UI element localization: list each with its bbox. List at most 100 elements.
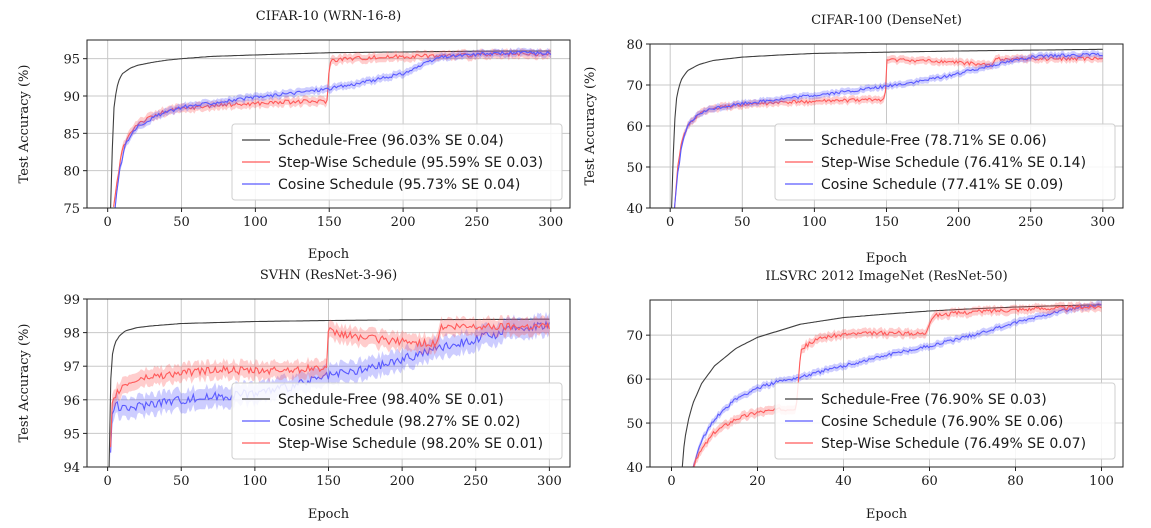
plot-area [108, 311, 550, 467]
axes-frame [649, 299, 1124, 468]
plot-area [110, 47, 552, 208]
x-tick-label: 0 [666, 215, 674, 230]
y-tick-label: 80 [626, 38, 643, 53]
legend-label: Schedule-Free (76.90% SE 0.03) [821, 392, 1047, 408]
y-axis-label: Test Accuracy (%) [17, 65, 32, 184]
x-tick-label: 200 [946, 215, 971, 230]
series-line-1 [108, 318, 550, 467]
x-axis-label: Epoch [866, 251, 908, 266]
y-tick-label: 95 [63, 427, 80, 442]
y-tick-label: 50 [626, 161, 643, 176]
x-tick-label: 250 [463, 474, 488, 489]
x-tick-label: 150 [874, 215, 899, 230]
y-axis-label: Test Accuracy (%) [17, 324, 32, 443]
legend-box [231, 123, 563, 201]
chart-title: CIFAR-10 (WRN-16-8) [256, 9, 401, 24]
series-line-2 [692, 303, 1102, 467]
series-line-3 [114, 50, 552, 208]
series-line-1 [671, 48, 1103, 208]
legend-label: Step-Wise Schedule (98.20% SE 0.01) [278, 436, 543, 452]
x-tick-label: 200 [391, 215, 416, 230]
chart-title: CIFAR-100 (DenseNet) [811, 13, 962, 28]
x-tick-label: 100 [1089, 474, 1114, 489]
legend-box [774, 123, 1116, 201]
x-tick-label: 40 [835, 474, 852, 489]
x-tick-label: 100 [242, 474, 267, 489]
y-tick-label: 60 [626, 373, 643, 388]
series-band-3 [693, 300, 1102, 467]
series-line-2 [113, 51, 552, 207]
axes-frame [86, 39, 571, 209]
x-tick-label: 50 [173, 474, 190, 489]
y-tick-label: 70 [626, 329, 643, 344]
legend-label: Cosine Schedule (76.90% SE 0.06) [821, 414, 1063, 430]
legend-label: Schedule-Free (96.03% SE 0.04) [278, 133, 504, 149]
x-axis-label: Epoch [308, 507, 350, 522]
chart-2: 0 50 100 150 200 250 300 40 50 60 70 80 CIFAR-100 (D… [583, 13, 1124, 266]
x-tick-label: 0 [104, 215, 112, 230]
y-tick-label: 90 [63, 90, 80, 105]
x-tick-label: 60 [921, 474, 938, 489]
series-line-2 [674, 56, 1103, 208]
legend-label: Step-Wise Schedule (95.59% SE 0.03) [278, 155, 543, 171]
x-tick-label: 50 [173, 215, 190, 230]
x-tick-label: 80 [1007, 474, 1024, 489]
chart-title: ILSVRC 2012 ImageNet (ResNet-50) [765, 269, 1007, 284]
series-line-3 [692, 304, 1102, 467]
y-tick-label: 94 [63, 461, 80, 476]
legend-label: Step-Wise Schedule (76.41% SE 0.14) [821, 155, 1086, 171]
y-tick-label: 40 [626, 461, 643, 476]
y-tick-label: 99 [63, 293, 80, 308]
x-tick-label: 20 [749, 474, 766, 489]
x-tick-label: 150 [316, 474, 341, 489]
legend-label: Cosine Schedule (77.41% SE 0.09) [821, 177, 1063, 193]
legend-box [231, 382, 563, 460]
y-tick-label: 60 [626, 120, 643, 135]
legend-label: Schedule-Free (98.40% SE 0.01) [278, 392, 504, 408]
legend-label: Schedule-Free (78.71% SE 0.06) [821, 133, 1047, 149]
chart-3: 0 50 100 150 200 250 300 94 95 96 97 98 99 SVHN (ResN… [17, 268, 571, 522]
y-tick-label: 75 [63, 202, 80, 217]
x-tick-label: 300 [1090, 215, 1115, 230]
y-tick-label: 98 [63, 327, 80, 342]
y-tick-label: 80 [63, 165, 80, 180]
series-line-3 [673, 52, 1103, 208]
x-tick-label: 300 [537, 474, 562, 489]
x-tick-label: 0 [103, 474, 111, 489]
x-tick-label: 0 [667, 474, 675, 489]
x-axis-label: Epoch [866, 507, 908, 522]
x-tick-label: 200 [390, 474, 415, 489]
chart-title: SVHN (ResNet-3-96) [260, 268, 397, 283]
y-tick-label: 50 [626, 417, 643, 432]
x-tick-label: 150 [317, 215, 342, 230]
x-tick-label: 250 [465, 215, 490, 230]
x-tick-label: 100 [802, 215, 827, 230]
plot-area [671, 48, 1103, 208]
y-tick-label: 70 [626, 79, 643, 94]
x-tick-label: 300 [538, 215, 563, 230]
chart-1: 0 50 100 150 200 250 300 75 80 85 90 95 CIFAR-10 (WR… [17, 9, 571, 262]
y-tick-label: 96 [63, 394, 80, 409]
plot-area [681, 300, 1102, 467]
legend-label: Cosine Schedule (98.27% SE 0.02) [278, 414, 520, 430]
legend: Schedule-Free (96.03% SE 0.04) Step-Wise … [231, 123, 563, 201]
legend-label: Step-Wise Schedule (76.49% SE 0.07) [821, 436, 1086, 452]
y-tick-label: 40 [626, 202, 643, 217]
legend: Schedule-Free (78.71% SE 0.06) Step-Wise … [774, 123, 1116, 201]
series-line-1 [110, 50, 551, 208]
legend: Schedule-Free (98.40% SE 0.01) Cosine Sch… [231, 382, 563, 460]
y-tick-label: 85 [63, 127, 80, 142]
x-axis-label: Epoch [308, 247, 350, 262]
y-tick-label: 95 [63, 53, 80, 68]
y-axis-label: Test Accuracy (%) [583, 67, 598, 186]
series-line-3 [110, 322, 550, 448]
series-band-2 [110, 311, 550, 463]
series-line-2 [110, 319, 550, 453]
x-tick-label: 100 [243, 215, 268, 230]
x-tick-label: 250 [1018, 215, 1043, 230]
series-line-1 [681, 304, 1102, 467]
legend-box [774, 382, 1116, 460]
legend: Schedule-Free (76.90% SE 0.03) Cosine Sch… [774, 382, 1116, 460]
y-tick-label: 97 [63, 360, 80, 375]
